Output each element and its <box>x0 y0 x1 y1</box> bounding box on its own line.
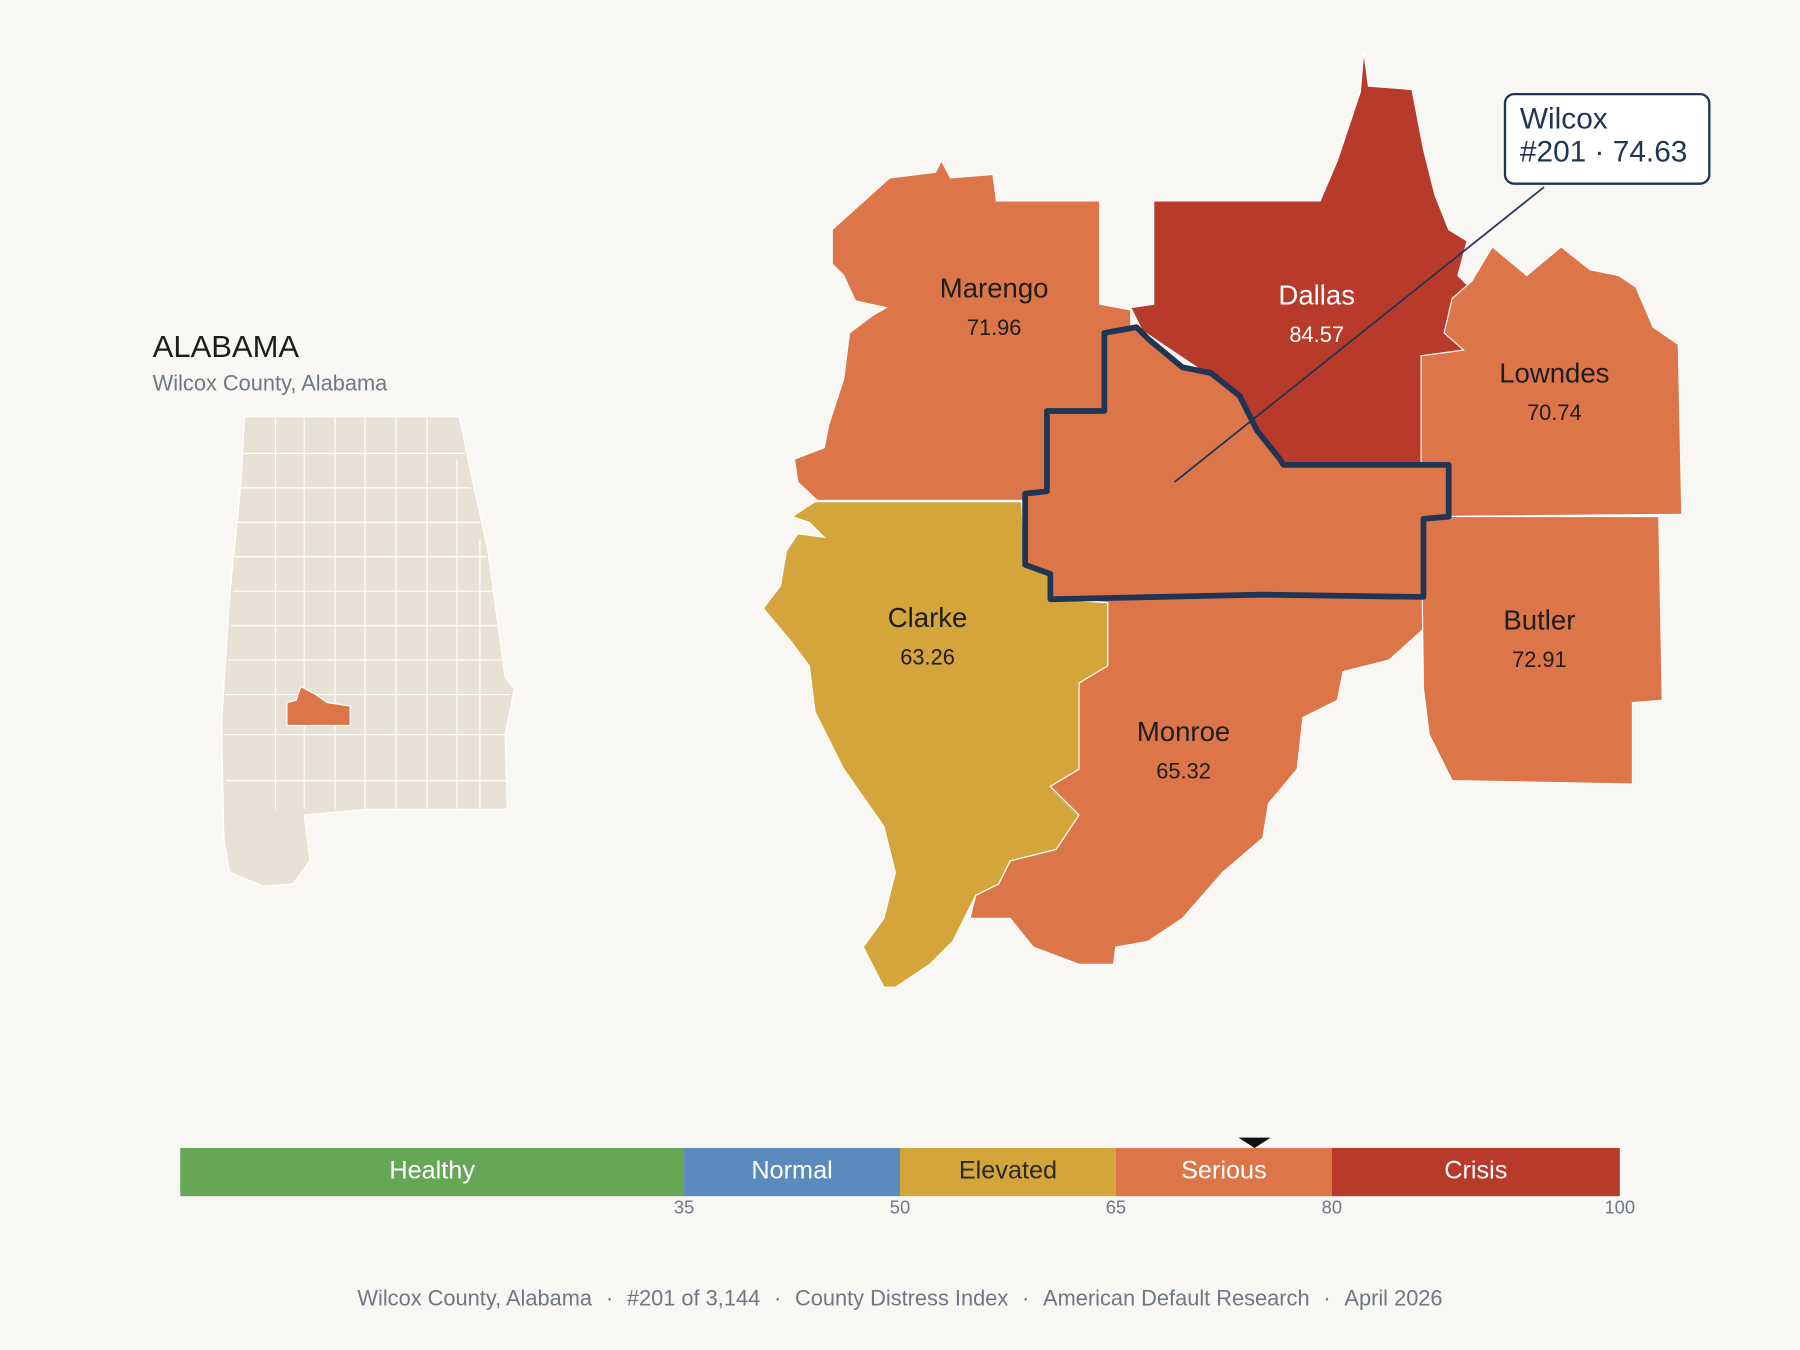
footer-separator: · <box>774 1285 781 1310</box>
state-subtitle: Wilcox County, Alabama <box>153 370 388 395</box>
county-value: 70.74 <box>1527 400 1582 425</box>
county-map: Marengo 71.96 Dallas 84.57 Lowndes 70.74 Clark… <box>762 51 1683 988</box>
legend-segment <box>684 1147 900 1197</box>
footer-part: County Distress Index <box>795 1285 1008 1310</box>
footer-part: #201 of 3,144 <box>627 1285 760 1310</box>
county-value: 63.26 <box>900 645 955 670</box>
footer-part: American Default Research <box>1043 1285 1310 1310</box>
footer-separator: · <box>1323 1285 1330 1310</box>
legend: Healthy Normal Elevated Serious Crisis 35 50 65… <box>180 1137 1635 1218</box>
legend-label: Normal <box>751 1157 832 1185</box>
footer-part: Wilcox County, Alabama <box>357 1285 592 1310</box>
legend-tick-label: 35 <box>674 1197 694 1218</box>
county-shape <box>1420 516 1663 785</box>
county-name: Lowndes <box>1499 358 1609 389</box>
footer-part: April 2026 <box>1344 1285 1442 1310</box>
legend-segment <box>1331 1147 1620 1197</box>
county-value: 71.96 <box>967 315 1022 340</box>
legend-tick-label: 100 <box>1604 1197 1635 1218</box>
callout-box <box>1503 92 1711 185</box>
legend-segment <box>180 1147 685 1197</box>
county-name: Monroe <box>1137 716 1230 747</box>
county-name: Dallas <box>1278 280 1355 311</box>
county-value: 72.91 <box>1512 647 1567 672</box>
county-value: 84.57 <box>1289 322 1344 347</box>
inset-county-lines <box>223 416 510 810</box>
footer: Wilcox County, Alabama · #201 of 3,144 · Cou… <box>357 1285 1442 1310</box>
selected-county-shape <box>1022 324 1452 603</box>
footer-separator: · <box>1022 1285 1029 1310</box>
legend-marker <box>1238 1137 1271 1148</box>
state-title: ALABAMA <box>153 329 300 364</box>
county-name: Butler <box>1503 604 1575 635</box>
county-shape <box>1420 245 1683 518</box>
legend-tick-label: 80 <box>1322 1197 1342 1218</box>
callout-name: Wilcox <box>1520 102 1608 135</box>
legend-label: Healthy <box>389 1157 475 1185</box>
legend-label: Elevated <box>959 1157 1057 1185</box>
footer-separator: · <box>606 1285 613 1310</box>
county-name: Clarke <box>888 602 968 633</box>
legend-tick-label: 65 <box>1106 1197 1126 1218</box>
callout-label: #201 · 74.63 <box>1520 136 1688 169</box>
legend-segment <box>1115 1147 1332 1197</box>
county-value: 65.32 <box>1156 758 1211 783</box>
callout-leader <box>1173 186 1545 483</box>
state-inset <box>220 416 515 887</box>
callout: Wilcox #201 · 74.63 <box>1173 92 1711 483</box>
legend-label: Serious <box>1181 1157 1267 1185</box>
state-shape <box>220 416 515 887</box>
legend-tick-label: 50 <box>890 1197 910 1218</box>
legend-segment <box>900 1147 1116 1197</box>
legend-label: Crisis <box>1444 1157 1507 1185</box>
county-name: Marengo <box>940 273 1049 304</box>
county-shape <box>969 596 1425 965</box>
inset-selected-county <box>286 685 351 727</box>
